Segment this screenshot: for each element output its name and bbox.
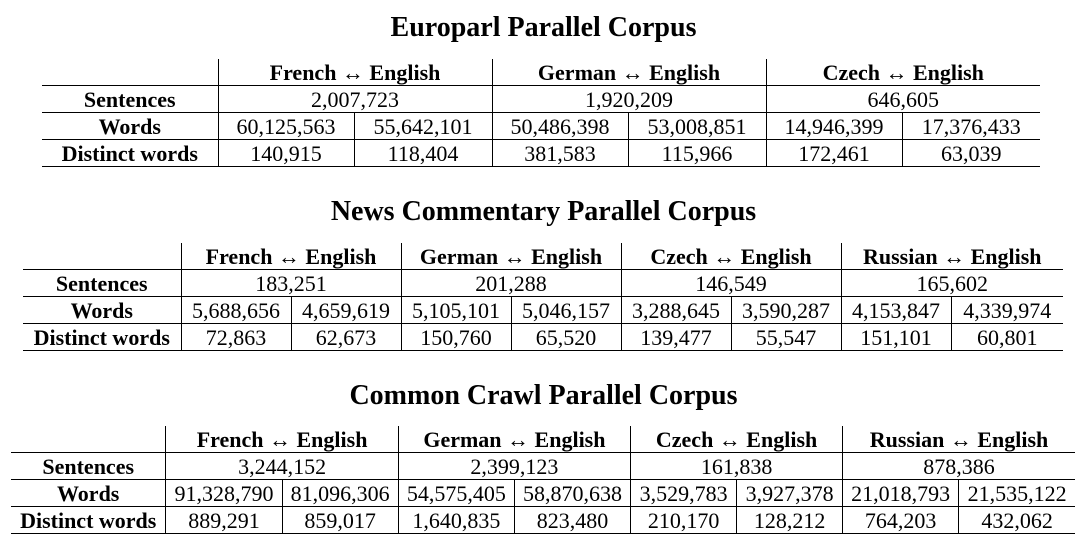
row-label: Distinct words bbox=[11, 506, 167, 534]
row-label: Sentences bbox=[11, 452, 167, 480]
cell-value: 210,170 bbox=[630, 506, 738, 534]
row-label: Sentences bbox=[42, 85, 219, 113]
common-crawl-title: Common Crawl Parallel Corpus bbox=[349, 380, 738, 411]
cell-value: 21,018,793 bbox=[842, 479, 960, 507]
cell-value: 62,673 bbox=[291, 323, 402, 351]
cell-value: 55,547 bbox=[731, 323, 842, 351]
cell-value: 150,760 bbox=[401, 323, 512, 351]
pair-header: French ↔ English bbox=[217, 59, 492, 86]
row-label: Distinct words bbox=[23, 323, 182, 351]
corner-cell bbox=[11, 426, 166, 453]
sentences-row: Sentences 183,251 201,288 146,549 165,60… bbox=[23, 269, 1063, 297]
cell-value: 5,046,157 bbox=[511, 296, 622, 324]
cell-value: 140,915 bbox=[218, 139, 355, 167]
cell-value: 81,096,306 bbox=[282, 479, 399, 507]
europarl-title: Europarl Parallel Corpus bbox=[390, 12, 697, 43]
cell-value: 878,386 bbox=[842, 452, 1075, 480]
pair-header: French ↔ English bbox=[180, 243, 401, 270]
cell-value: 63,039 bbox=[902, 139, 1040, 167]
distinct-words-row: Distinct words 889,291 859,017 1,640,835… bbox=[11, 506, 1075, 534]
europarl-section: Europarl Parallel Corpus bbox=[0, 12, 1087, 44]
cell-value: 5,105,101 bbox=[401, 296, 512, 324]
words-row: Words 91,328,790 81,096,306 54,575,405 5… bbox=[11, 479, 1075, 507]
row-label: Words bbox=[42, 112, 219, 140]
cell-value: 3,927,378 bbox=[736, 479, 844, 507]
cell-value: 50,486,398 bbox=[492, 112, 629, 140]
row-label: Words bbox=[11, 479, 167, 507]
common-crawl-section: Common Crawl Parallel Corpus bbox=[0, 380, 1087, 412]
cell-value: 646,605 bbox=[766, 85, 1040, 113]
cell-value: 65,520 bbox=[511, 323, 622, 351]
cell-value: 381,583 bbox=[492, 139, 629, 167]
cell-value: 823,480 bbox=[514, 506, 632, 534]
cell-value: 21,535,122 bbox=[958, 479, 1075, 507]
cell-value: 146,549 bbox=[621, 269, 842, 297]
sentences-row: Sentences 2,007,723 1,920,209 646,605 bbox=[42, 85, 1040, 113]
cell-value: 151,101 bbox=[841, 323, 952, 351]
corner-cell bbox=[42, 59, 218, 86]
sentences-row: Sentences 3,244,152 2,399,123 161,838 87… bbox=[11, 452, 1075, 480]
cell-value: 161,838 bbox=[630, 452, 844, 480]
cell-value: 889,291 bbox=[165, 506, 283, 534]
crawl-header-row: French ↔ English German ↔ English Czech … bbox=[11, 426, 1075, 453]
news-header-row: French ↔ English German ↔ English Czech … bbox=[23, 243, 1063, 270]
cell-value: 3,529,783 bbox=[630, 479, 738, 507]
cell-value: 4,339,974 bbox=[951, 296, 1063, 324]
words-row: Words 5,688,656 4,659,619 5,105,101 5,04… bbox=[23, 296, 1063, 324]
cell-value: 14,946,399 bbox=[766, 112, 903, 140]
cell-value: 4,153,847 bbox=[841, 296, 952, 324]
news-commentary-section: News Commentary Parallel Corpus bbox=[0, 196, 1087, 228]
pair-header: Czech ↔ English bbox=[765, 59, 1040, 86]
cell-value: 139,477 bbox=[621, 323, 732, 351]
cell-value: 5,688,656 bbox=[181, 296, 292, 324]
cell-value: 859,017 bbox=[282, 506, 399, 534]
cell-value: 165,602 bbox=[841, 269, 1063, 297]
cell-value: 3,288,645 bbox=[621, 296, 732, 324]
cell-value: 54,575,405 bbox=[398, 479, 515, 507]
distinct-words-row: Distinct words 72,863 62,673 150,760 65,… bbox=[23, 323, 1063, 351]
pair-header: Czech ↔ English bbox=[630, 426, 843, 453]
cell-value: 3,244,152 bbox=[165, 452, 399, 480]
cell-value: 2,007,723 bbox=[218, 85, 493, 113]
cell-value: 17,376,433 bbox=[902, 112, 1040, 140]
cell-value: 1,640,835 bbox=[398, 506, 515, 534]
cell-value: 172,461 bbox=[766, 139, 903, 167]
row-label: Words bbox=[23, 296, 182, 324]
cell-value: 58,870,638 bbox=[514, 479, 632, 507]
cell-value: 72,863 bbox=[181, 323, 292, 351]
cell-value: 1,920,209 bbox=[492, 85, 767, 113]
cell-value: 118,404 bbox=[354, 139, 493, 167]
pair-header: Czech ↔ English bbox=[620, 243, 841, 270]
cell-value: 432,062 bbox=[958, 506, 1075, 534]
words-row: Words 60,125,563 55,642,101 50,486,398 5… bbox=[42, 112, 1040, 140]
pair-header: German ↔ English bbox=[397, 426, 631, 453]
distinct-words-row: Distinct words 140,915 118,404 381,583 1… bbox=[42, 139, 1040, 167]
cell-value: 128,212 bbox=[736, 506, 844, 534]
common-crawl-table: French ↔ English German ↔ English Czech … bbox=[11, 426, 1075, 534]
corner-cell bbox=[23, 243, 181, 270]
cell-value: 53,008,851 bbox=[628, 112, 767, 140]
cell-value: 60,801 bbox=[951, 323, 1063, 351]
pair-header: French ↔ English bbox=[165, 426, 399, 453]
news-commentary-title: News Commentary Parallel Corpus bbox=[330, 196, 757, 227]
cell-value: 183,251 bbox=[181, 269, 402, 297]
pair-header: German ↔ English bbox=[400, 243, 621, 270]
row-label: Distinct words bbox=[42, 139, 219, 167]
cell-value: 115,966 bbox=[628, 139, 767, 167]
cell-value: 3,590,287 bbox=[731, 296, 842, 324]
cell-value: 201,288 bbox=[401, 269, 622, 297]
europarl-header-row: French ↔ English German ↔ English Czech … bbox=[42, 59, 1040, 86]
cell-value: 764,203 bbox=[842, 506, 960, 534]
pair-header: Russian ↔ English bbox=[842, 426, 1075, 453]
row-label: Sentences bbox=[23, 269, 182, 297]
europarl-table: French ↔ English German ↔ English Czech … bbox=[42, 59, 1040, 167]
cell-value: 60,125,563 bbox=[218, 112, 355, 140]
cell-value: 91,328,790 bbox=[165, 479, 283, 507]
pair-header: Russian ↔ English bbox=[840, 243, 1063, 270]
cell-value: 4,659,619 bbox=[291, 296, 402, 324]
cell-value: 2,399,123 bbox=[398, 452, 632, 480]
news-commentary-table: French ↔ English German ↔ English Czech … bbox=[23, 243, 1063, 351]
pair-header: German ↔ English bbox=[491, 59, 766, 86]
cell-value: 55,642,101 bbox=[354, 112, 493, 140]
